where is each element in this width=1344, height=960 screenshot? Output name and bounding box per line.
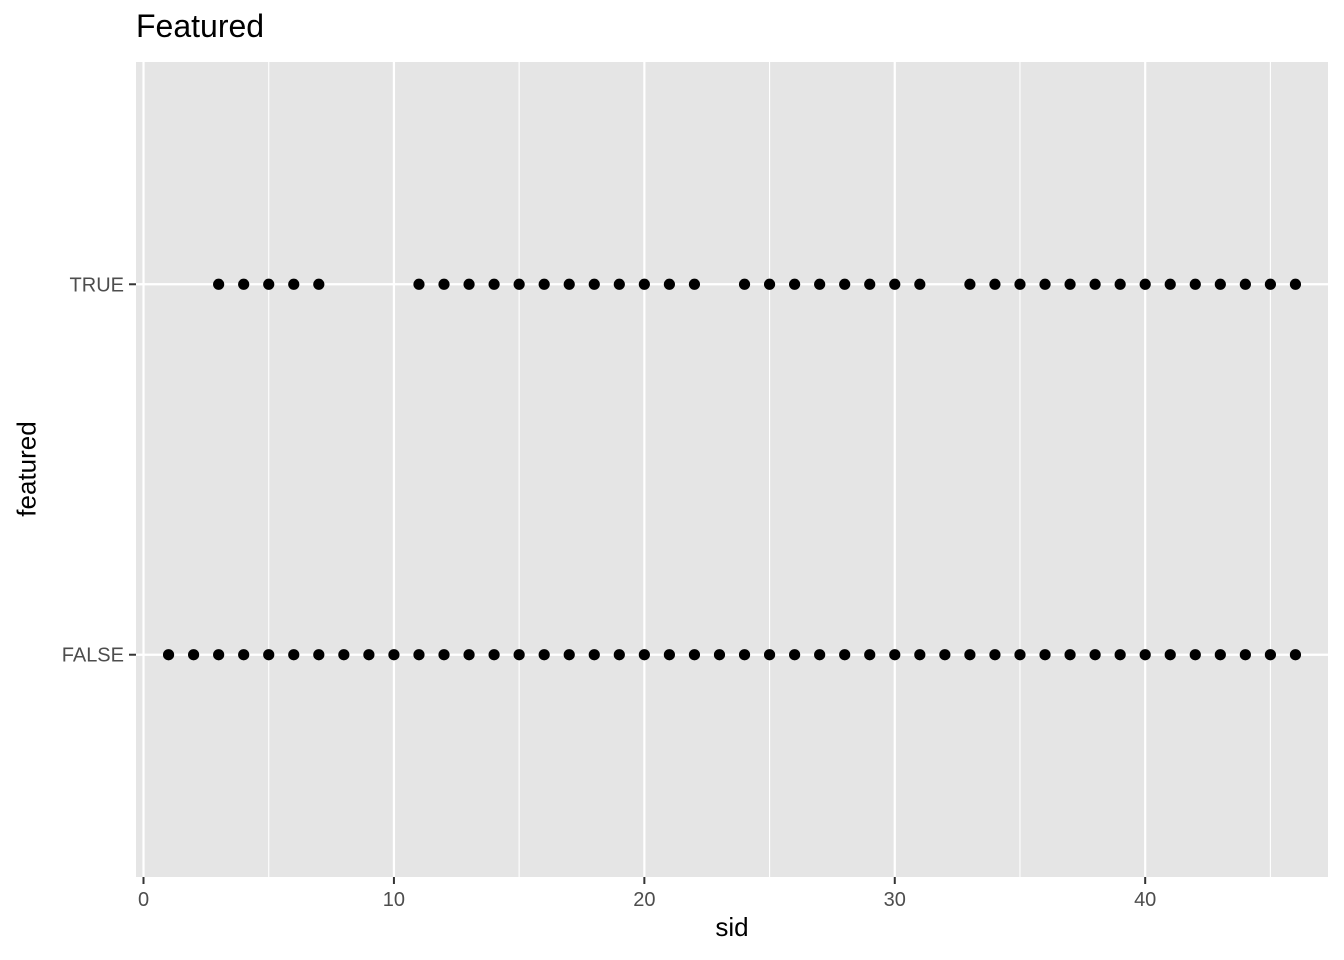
data-point: [363, 649, 375, 661]
data-point: [588, 278, 600, 290]
data-point: [914, 649, 926, 661]
y-tick-label: TRUE: [70, 274, 124, 296]
data-point: [563, 278, 575, 290]
data-point: [1064, 278, 1076, 290]
data-point: [238, 278, 250, 290]
x-tick-label: 0: [138, 889, 149, 911]
data-point: [463, 649, 475, 661]
data-point: [263, 649, 275, 661]
data-point: [1039, 278, 1051, 290]
y-axis-label: featured: [11, 421, 42, 517]
data-point: [738, 278, 751, 290]
data-point: [1214, 278, 1226, 290]
data-point: [1239, 649, 1251, 661]
data-point: [288, 278, 300, 290]
data-point: [413, 649, 425, 661]
data-point: [1089, 278, 1101, 290]
data-point: [1264, 649, 1277, 661]
data-point: [213, 649, 225, 661]
data-point: [1289, 649, 1302, 661]
x-axis-label: sid: [715, 912, 749, 942]
data-point: [388, 649, 400, 661]
data-point: [964, 649, 976, 661]
data-point: [613, 649, 625, 661]
data-point: [1114, 649, 1126, 661]
data-point: [463, 278, 475, 290]
data-point: [638, 278, 650, 290]
data-point: [1164, 649, 1176, 661]
data-point: [1114, 278, 1126, 290]
data-point: [914, 278, 926, 290]
data-point: [488, 649, 500, 661]
data-point: [1164, 278, 1176, 290]
data-point: [688, 278, 701, 290]
data-point: [1014, 278, 1026, 290]
x-tick-label: 30: [884, 889, 906, 911]
data-point: [613, 278, 625, 290]
data-point: [1239, 278, 1251, 290]
data-point: [338, 649, 350, 661]
data-point: [989, 278, 1001, 290]
data-point: [438, 649, 450, 661]
data-point: [513, 278, 525, 290]
data-point: [663, 278, 675, 290]
plot-panel: [136, 62, 1328, 877]
data-point: [1214, 649, 1226, 661]
data-point: [263, 278, 275, 290]
data-point: [839, 649, 851, 661]
data-point: [1264, 278, 1277, 290]
data-point: [1089, 649, 1101, 661]
y-tick-label: FALSE: [62, 645, 124, 667]
data-point: [789, 649, 801, 661]
x-tick-label: 40: [1134, 889, 1156, 911]
data-point: [889, 649, 901, 661]
data-point: [513, 649, 525, 661]
data-point: [238, 649, 250, 661]
data-point: [488, 278, 500, 290]
data-point: [538, 278, 550, 290]
data-point: [1139, 278, 1151, 290]
x-tick-label: 10: [383, 889, 405, 911]
data-point: [713, 649, 726, 661]
data-point: [563, 649, 575, 661]
data-point: [313, 278, 325, 290]
data-point: [588, 649, 600, 661]
data-point: [889, 278, 901, 290]
data-point: [288, 649, 300, 661]
data-point: [1039, 649, 1051, 661]
data-point: [789, 278, 801, 290]
data-point: [663, 649, 675, 661]
data-point: [1139, 649, 1151, 661]
data-point: [964, 278, 976, 290]
data-point: [1014, 649, 1026, 661]
data-point: [989, 649, 1001, 661]
data-point: [413, 278, 425, 290]
data-point: [1064, 649, 1076, 661]
data-point: [864, 649, 876, 661]
data-point: [638, 649, 650, 661]
data-point: [1189, 649, 1201, 661]
data-point: [187, 649, 200, 661]
data-point: [162, 649, 175, 661]
data-point: [688, 649, 701, 661]
data-point: [1189, 278, 1201, 290]
data-point: [864, 278, 876, 290]
data-point: [538, 649, 550, 661]
data-point: [763, 278, 776, 290]
data-point: [313, 649, 325, 661]
data-point: [839, 278, 851, 290]
data-point: [213, 278, 225, 290]
chart-title: Featured: [136, 8, 265, 44]
data-point: [438, 278, 450, 290]
data-point: [763, 649, 776, 661]
data-point: [738, 649, 751, 661]
data-point: [814, 278, 826, 290]
data-point: [939, 649, 951, 661]
data-point: [1289, 278, 1302, 290]
x-tick-label: 20: [633, 889, 655, 911]
data-point: [814, 649, 826, 661]
